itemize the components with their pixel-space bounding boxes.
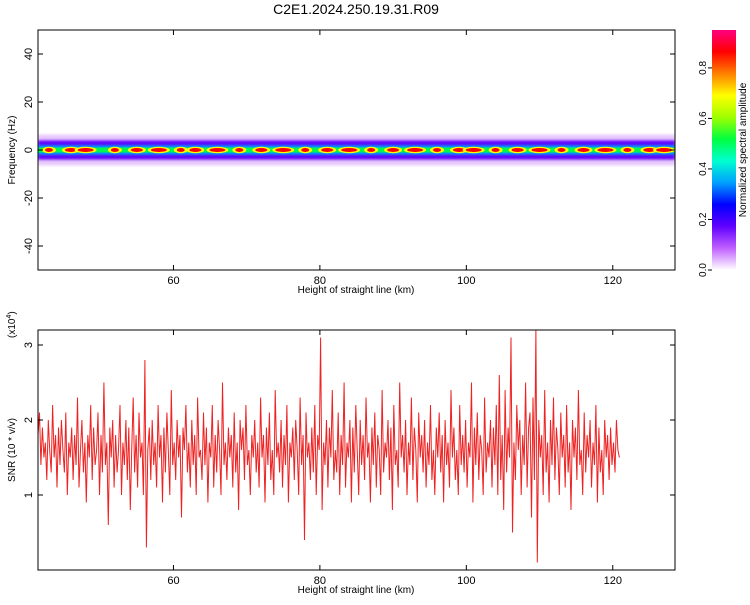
y-tick-label: 40 — [23, 48, 35, 60]
colorbar: 0.0 0.2 0.4 0.6 0.8 Normalized spectral ampl… — [698, 30, 749, 277]
hot-spot-red — [176, 148, 185, 152]
snr-ylabel: SNR (10 * v/v) — [7, 418, 18, 482]
hot-spot-red — [623, 148, 632, 152]
x-tick-label: 100 — [457, 275, 475, 287]
snr-axes: 60 80 100 120 3 2 1 — [23, 330, 675, 587]
colorbar-label: Normalized spectral amplitude — [738, 82, 749, 217]
snr-multiplier: (x104) — [6, 311, 18, 338]
hot-spot-red — [531, 148, 548, 152]
y-tick-label: 2 — [23, 417, 35, 423]
hot-spot-red — [557, 148, 566, 152]
hot-spot-red — [407, 148, 424, 152]
hot-spot-red — [275, 148, 292, 152]
spectrogram-axes: 60 80 100 120 40 20 0 -20 -40 — [23, 30, 675, 287]
hot-spot-red — [321, 148, 334, 152]
y-tick-label: 20 — [23, 96, 35, 108]
hot-spot-red — [110, 148, 119, 152]
y-tick-label: 0 — [23, 147, 35, 153]
colorbar-tick-label: 0.2 — [698, 212, 709, 226]
hot-spot-red — [341, 148, 358, 152]
hot-spot-red — [643, 148, 656, 152]
y-tick-label: 3 — [23, 342, 35, 348]
spectrogram-ylabel: Frequency (Hz) — [7, 116, 18, 185]
colorbar-axis: 0.0 0.2 0.4 0.6 0.8 — [698, 61, 712, 277]
snr-series-line — [38, 330, 620, 563]
colorbar-tick-label: 0.4 — [698, 162, 709, 176]
y-tick-label: -40 — [23, 238, 35, 254]
y-tick-label: -20 — [23, 190, 35, 206]
chart-title: C2E1.2024.250.19.31.R09 — [273, 1, 439, 17]
hot-spot-red — [465, 148, 482, 152]
x-tick-label: 60 — [167, 275, 179, 287]
hot-spot-red — [189, 148, 202, 152]
hot-spot-red — [453, 148, 466, 152]
hot-spot-red — [433, 148, 442, 152]
spectrogram-band — [38, 134, 675, 166]
x-tick-label: 80 — [314, 275, 326, 287]
y-tick-label: 1 — [23, 492, 35, 498]
colorbar-tick-label: 0.6 — [698, 111, 709, 125]
hot-spot-red — [44, 148, 53, 152]
x-tick-label: 60 — [167, 575, 179, 587]
x-tick-label: 120 — [604, 575, 622, 587]
hot-spot-red — [255, 148, 268, 152]
hot-spot-red — [511, 148, 524, 152]
hot-spot-red — [577, 148, 590, 152]
snr-xlabel: Height of straight line (km) — [298, 585, 415, 596]
hot-spot-red — [130, 148, 143, 152]
x-tick-label: 120 — [604, 275, 622, 287]
colorbar-tick-label: 0.0 — [698, 263, 709, 277]
x-tick-label: 100 — [457, 575, 475, 587]
hot-spot-red — [301, 148, 310, 152]
hot-spot-red — [656, 148, 673, 152]
colorbar-gradient — [712, 30, 736, 270]
spectrogram-xlabel: Height of straight line (km) — [298, 285, 415, 296]
snr-panel: 60 80 100 120 3 2 1 Height of straight line (k… — [6, 311, 676, 596]
hot-spot-red — [209, 148, 226, 152]
hot-spot-red — [150, 148, 167, 152]
hot-spot-red — [597, 148, 614, 152]
hot-spot-red — [235, 148, 244, 152]
spectrogram-panel: 60 80 100 120 40 20 0 -20 -40 Height of straight… — [7, 29, 676, 296]
snr-frame — [37, 329, 676, 571]
hot-spot-red — [491, 148, 500, 152]
colorbar-tick-label: 0.8 — [698, 61, 709, 75]
hot-spot-red — [77, 148, 94, 152]
x-tick-label: 80 — [314, 575, 326, 587]
hot-spot-red — [367, 148, 376, 152]
hot-spot-red — [387, 148, 400, 152]
hot-spot-red — [64, 148, 77, 152]
